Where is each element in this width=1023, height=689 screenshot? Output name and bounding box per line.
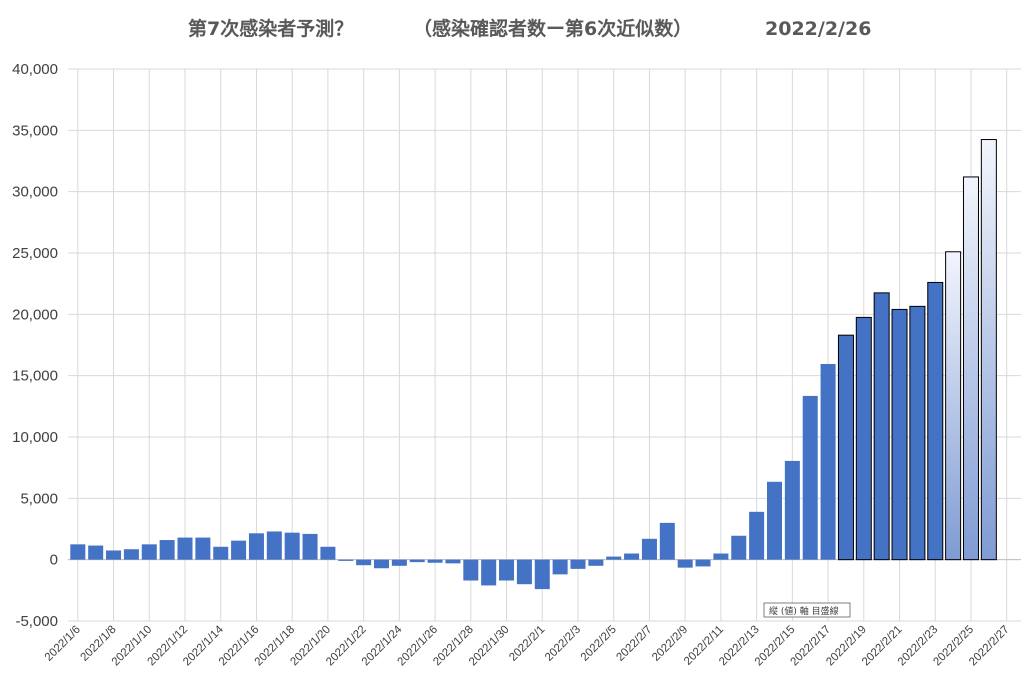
y-tick-label: 30,000: [12, 184, 58, 201]
bar: [749, 511, 765, 560]
bar: [391, 559, 407, 566]
bar: [302, 533, 318, 560]
bar: [534, 559, 550, 590]
bar: [141, 544, 157, 560]
bars: [70, 139, 997, 590]
y-axis: -5,000 0 5,000 10,000 15,000 20,000 25,000 30,0…: [12, 61, 58, 630]
bar: [463, 559, 479, 581]
bar: [481, 559, 497, 586]
bar: [873, 292, 890, 561]
y-tick-label: 10,000: [12, 429, 58, 446]
bar: [231, 540, 247, 560]
bar: [159, 540, 175, 560]
bar: [516, 559, 532, 585]
bar: [499, 559, 515, 581]
bar: [731, 535, 747, 560]
x-tick-label: 2022/2/3: [543, 624, 583, 664]
y-tick-label: 15,000: [12, 368, 58, 385]
y-tick-label: 20,000: [12, 306, 58, 323]
bar: [338, 559, 354, 561]
bar: [909, 305, 926, 561]
bar: [427, 559, 443, 563]
y-tick-label: 25,000: [12, 245, 58, 262]
bar: [373, 559, 390, 569]
y-tick-label: 40,000: [12, 61, 58, 78]
bar: [266, 531, 282, 560]
bar: [659, 522, 675, 560]
bar: [552, 559, 568, 575]
bar: [356, 559, 372, 566]
bar: [588, 559, 604, 566]
x-axis: 2022/1/62022/1/82022/1/102022/1/122022/1…: [43, 623, 1012, 668]
bar: [195, 537, 211, 560]
bar: [248, 533, 264, 560]
bar-projected: [980, 139, 997, 561]
bar: [784, 460, 800, 560]
bar: [284, 532, 300, 560]
chart-title: 第7次感染者予測？: [188, 17, 353, 40]
y-tick-label: -5,000: [15, 613, 58, 630]
bar: [927, 281, 944, 561]
bar: [891, 308, 908, 561]
bar: [855, 316, 872, 561]
bar: [837, 334, 854, 561]
bar: [695, 559, 711, 567]
bar: [713, 553, 729, 560]
bar: [123, 549, 139, 560]
bar-projected: [945, 251, 962, 561]
y-tick-label: 5,000: [20, 490, 58, 507]
bar: [570, 559, 586, 569]
gridline-tooltip-text: 縦 (値) 軸 目盛線: [769, 605, 839, 617]
bar: [70, 544, 86, 560]
bar: [177, 537, 193, 560]
chart-subtitle: （感染確認者数ー第6次近似数）: [413, 17, 692, 40]
bar: [606, 556, 622, 560]
bar: [641, 538, 657, 560]
bar: [677, 559, 693, 568]
bar: [409, 559, 425, 563]
y-tick-label: 35,000: [12, 122, 58, 139]
bar: [213, 546, 229, 560]
bar: [766, 481, 782, 560]
bar: [106, 550, 122, 560]
bar: [88, 545, 104, 560]
x-tick-label: 2022/2/5: [579, 624, 619, 664]
bar: [802, 395, 818, 560]
bar: [445, 559, 461, 564]
x-tick-label: 2022/2/1: [507, 624, 547, 664]
chart-date: 2022/2/26: [765, 18, 871, 40]
gridline-tooltip: 縦 (値) 軸 目盛線: [763, 602, 851, 618]
x-tick-label: 2022/2/7: [614, 624, 654, 664]
y-tick-label: 0: [50, 552, 58, 569]
bar: [624, 553, 640, 560]
bar: [820, 364, 836, 560]
bar-projected: [962, 176, 979, 561]
bar: [320, 546, 336, 560]
